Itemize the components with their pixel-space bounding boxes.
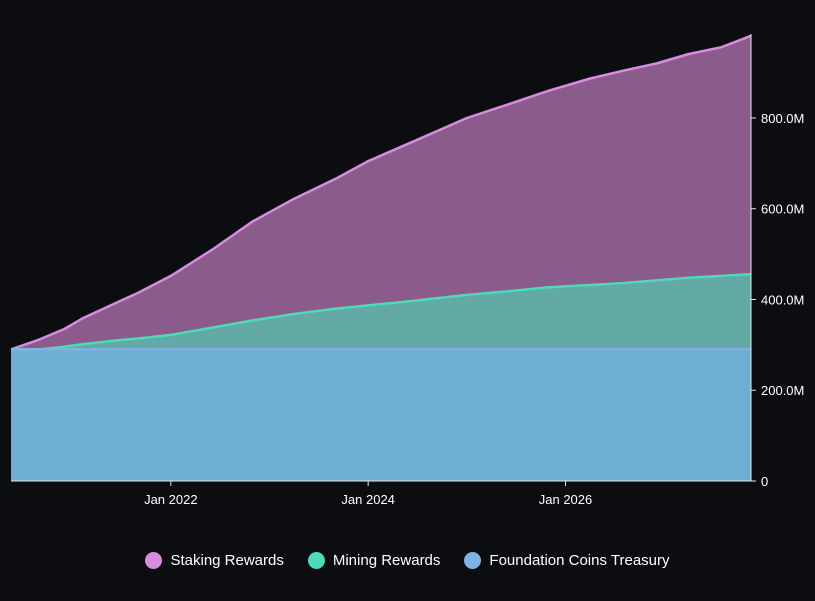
y-tick-label: 400.0M <box>761 292 804 307</box>
legend: Staking Rewards Mining Rewards Foundatio… <box>0 552 815 569</box>
legend-swatch-mining-rewards <box>307 552 325 569</box>
x-tick-label: Jan 2022 <box>144 492 198 507</box>
series-areas <box>11 35 751 482</box>
x-tick-label: Jan 2026 <box>539 492 593 507</box>
legend-label-mining-rewards: Mining Rewards <box>332 552 441 569</box>
y-tick-label: 800.0M <box>761 111 804 126</box>
line-mining-rewards <box>11 272 752 351</box>
y-tick-label: 600.0M <box>761 202 804 217</box>
legend-item-foundation-coins-treasury[interactable]: Foundation Coins Treasury <box>464 552 670 569</box>
legend-swatch-staking-rewards <box>145 552 163 569</box>
legend-item-mining-rewards[interactable]: Mining Rewards <box>307 552 441 569</box>
legend-label-staking-rewards: Staking Rewards <box>170 552 284 569</box>
y-tick-label: 200.0M <box>761 383 804 398</box>
line-staking-rewards <box>10 34 752 351</box>
legend-swatch-foundation-coins-treasury <box>464 552 482 569</box>
legend-label-foundation-coins-treasury: Foundation Coins Treasury <box>489 552 670 569</box>
area-foundation-coins-treasury <box>11 349 751 481</box>
y-tick-label: 0 <box>761 474 768 489</box>
legend-item-staking-rewards[interactable]: Staking Rewards <box>145 552 284 569</box>
axes: Jan 2022 Jan 2024 Jan 2026 0 200.0M 400.0M 600… <box>11 34 804 507</box>
x-tick-label: Jan 2024 <box>341 492 395 507</box>
series-lines <box>10 34 752 351</box>
